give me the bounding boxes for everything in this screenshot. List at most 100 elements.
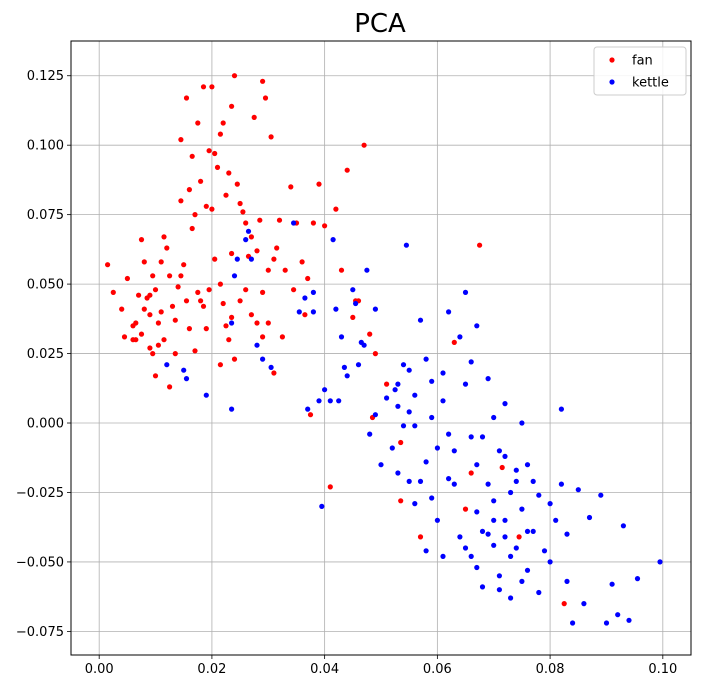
scatter-point-fan xyxy=(158,259,164,265)
scatter-point-kettle xyxy=(586,514,593,521)
scatter-point-fan xyxy=(302,312,308,318)
scatter-point-kettle xyxy=(322,387,328,393)
scatter-point-kettle xyxy=(446,431,452,437)
y-tick-label: 0.125 xyxy=(27,69,64,84)
scatter-point-kettle xyxy=(502,401,508,407)
scatter-point-fan xyxy=(178,273,184,279)
scatter-point-fan xyxy=(260,289,266,295)
scatter-point-fan xyxy=(147,312,153,318)
legend-label-fan: fan xyxy=(632,54,653,69)
scatter-point-fan xyxy=(200,84,207,90)
scatter-point-fan xyxy=(307,412,314,418)
scatter-point-kettle xyxy=(564,578,570,585)
scatter-point-kettle xyxy=(491,414,497,421)
scatter-point-kettle xyxy=(513,467,519,473)
scatter-point-fan xyxy=(217,362,223,368)
scatter-point-fan xyxy=(133,320,139,326)
scatter-point-fan xyxy=(214,164,221,170)
scatter-point-fan xyxy=(398,498,404,504)
scatter-point-kettle xyxy=(524,567,531,573)
scatter-point-fan xyxy=(367,331,373,337)
scatter-point-fan xyxy=(155,320,161,326)
scatter-point-kettle xyxy=(429,495,435,501)
scatter-point-kettle xyxy=(406,478,412,484)
scatter-point-kettle xyxy=(468,553,474,560)
scatter-point-kettle xyxy=(502,517,508,523)
x-tick-label: 0.00 xyxy=(85,662,114,677)
scatter-point-kettle xyxy=(403,242,409,248)
scatter-point-kettle xyxy=(417,317,424,323)
scatter-point-fan xyxy=(189,153,195,159)
scatter-point-fan xyxy=(186,187,192,193)
scatter-point-kettle xyxy=(581,601,587,607)
scatter-point-fan xyxy=(262,95,269,101)
scatter-point-fan xyxy=(516,534,522,540)
scatter-point-kettle xyxy=(350,287,356,293)
series-fan xyxy=(105,73,567,607)
scatter-point-kettle xyxy=(491,498,497,504)
scatter-point-fan xyxy=(195,120,201,126)
scatter-point-fan xyxy=(206,287,212,293)
scatter-point-kettle xyxy=(392,387,398,393)
scatter-point-kettle xyxy=(434,445,440,451)
scatter-point-fan xyxy=(203,326,209,332)
scatter-point-fan xyxy=(265,267,271,273)
scatter-point-fan xyxy=(229,314,235,320)
scatter-point-fan xyxy=(260,78,266,84)
scatter-point-fan xyxy=(477,242,483,248)
scatter-point-kettle xyxy=(513,478,519,484)
scatter-point-fan xyxy=(209,206,215,212)
scatter-point-kettle xyxy=(547,501,553,507)
scatter-point-kettle xyxy=(372,306,378,312)
scatter-point-kettle xyxy=(524,528,531,535)
scatter-point-fan xyxy=(164,245,170,251)
scatter-point-kettle xyxy=(502,534,508,540)
scatter-point-kettle xyxy=(474,462,480,468)
scatter-point-kettle xyxy=(395,381,401,387)
scatter-point-kettle xyxy=(384,395,390,401)
scatter-point-kettle xyxy=(423,459,429,465)
scatter-point-kettle xyxy=(260,356,266,362)
scatter-point-kettle xyxy=(634,576,641,582)
scatter-point-fan xyxy=(178,198,184,204)
y-tick-label: −0.050 xyxy=(16,555,64,570)
scatter-point-fan xyxy=(561,601,567,607)
scatter-point-fan xyxy=(231,356,238,362)
axis-ticks: 0.00 0.02 0.04 0.06 0.08 0.10 −0.075 −0.050 −0.0… xyxy=(16,69,677,677)
scatter-point-kettle xyxy=(485,481,491,487)
scatter-point-fan xyxy=(141,259,147,265)
scatter-point-kettle xyxy=(451,481,457,487)
scatter-point-kettle xyxy=(536,589,542,596)
scatter-point-kettle xyxy=(353,300,359,307)
scatter-point-fan xyxy=(384,381,390,387)
scatter-point-fan xyxy=(198,178,204,184)
scatter-point-kettle xyxy=(657,559,663,565)
legend-label-kettle: kettle xyxy=(632,76,669,91)
y-tick-label: −0.075 xyxy=(16,625,64,640)
scatter-point-fan xyxy=(161,234,167,240)
scatter-point-fan xyxy=(327,484,333,490)
scatter-point-kettle xyxy=(291,220,297,226)
scatter-point-kettle xyxy=(338,334,345,340)
scatter-point-fan xyxy=(251,114,257,120)
scatter-point-kettle xyxy=(417,478,424,484)
scatter-point-fan xyxy=(206,148,212,154)
scatter-point-fan xyxy=(229,250,235,257)
scatter-point-kettle xyxy=(400,362,407,368)
scatter-point-kettle xyxy=(603,620,610,626)
scatter-point-fan xyxy=(223,323,229,329)
legend: fan kettle xyxy=(593,46,687,96)
scatter-point-fan xyxy=(248,234,254,240)
scatter-point-kettle xyxy=(519,420,525,426)
scatter-point-fan xyxy=(178,137,184,143)
scatter-point-kettle xyxy=(440,553,446,560)
scatter-point-fan xyxy=(276,217,283,223)
scatter-point-fan xyxy=(243,220,249,226)
scatter-point-kettle xyxy=(395,403,401,409)
scatter-point-fan xyxy=(254,320,260,326)
scatter-point-kettle xyxy=(231,273,238,279)
scatter-point-kettle xyxy=(434,517,440,523)
scatter-point-kettle xyxy=(341,364,347,370)
scatter-point-kettle xyxy=(496,448,502,454)
